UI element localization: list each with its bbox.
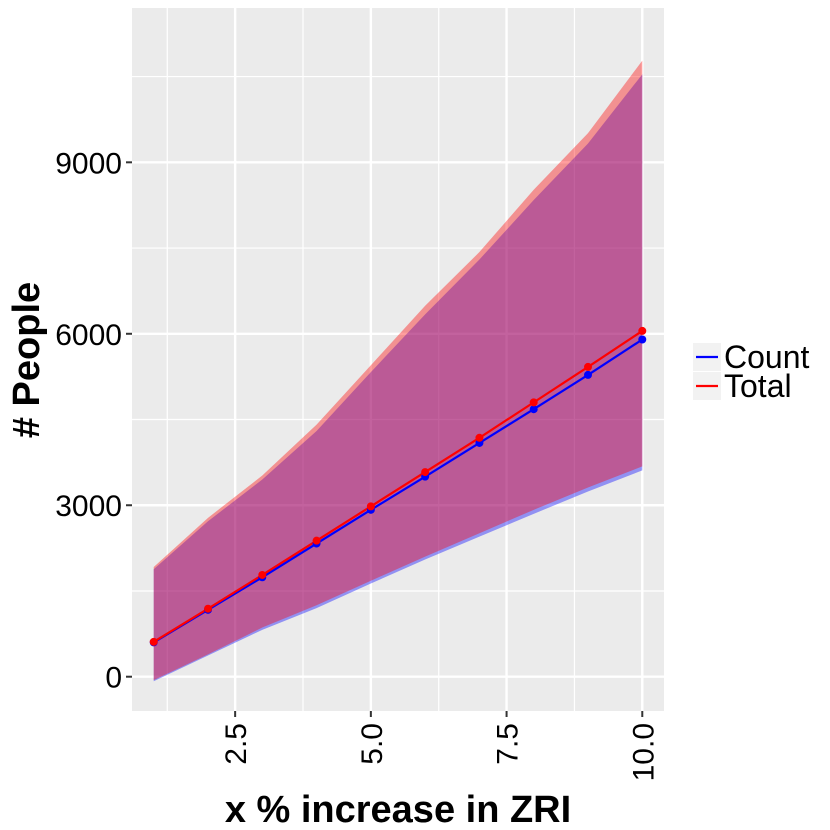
line-count [153,338,643,644]
point-total [638,326,647,335]
point-total [475,433,484,442]
x-axis: 2.5 5.0 7.5 10.0 [220,711,660,781]
x-tick-label: 7.5 [492,723,525,765]
x-tick-label: 2.5 [220,723,253,765]
minor-gridlines [132,8,664,711]
point-total [258,570,267,579]
point-total [312,536,321,545]
x-tick-label: 5.0 [356,723,389,765]
y-tick-label: 3000 [55,490,122,523]
legend-label-count: Count [724,339,810,375]
x-axis-title: x % increase in ZRI [225,789,571,830]
confidence-bands [153,60,643,682]
point-count [529,405,538,414]
plot-panel [132,8,664,711]
point-total [421,468,430,477]
band-count [153,74,643,682]
point-count [638,335,647,344]
major-gridlines [132,8,664,711]
series-points [149,326,647,647]
line-total [153,330,643,643]
x-tick-label: 10.0 [627,723,660,781]
series-lines [153,330,643,644]
point-total [149,637,158,646]
band-total [153,60,643,681]
point-total [204,604,212,613]
y-axis: 0 3000 6000 9000 [55,147,132,695]
point-total [584,362,592,371]
point-total [529,398,538,407]
legend-label-total: Total [724,368,792,404]
y-tick-label: 0 [105,662,122,695]
point-total [366,502,375,511]
point-count [584,370,592,379]
y-axis-title: # People [6,282,48,438]
y-tick-label: 9000 [55,147,122,180]
y-tick-label: 6000 [55,319,122,352]
